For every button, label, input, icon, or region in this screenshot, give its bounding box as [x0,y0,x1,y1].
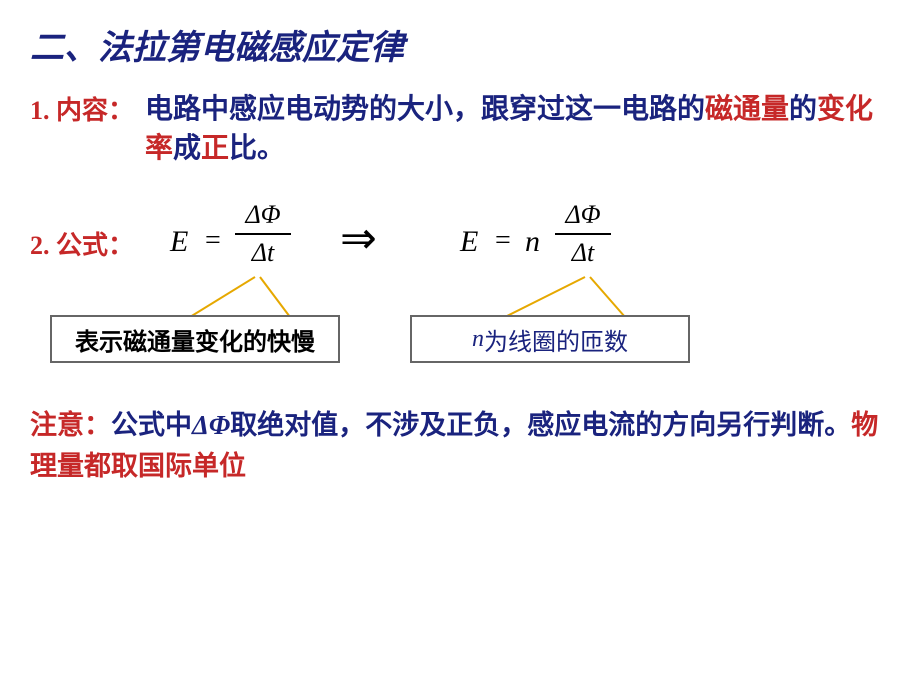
callout2-n: n [472,326,484,353]
implies-arrow: ⇒ [340,213,377,264]
s1-t3: 的 [789,94,817,125]
d1: Δ [245,200,260,229]
formula2-num: ΔΦ [555,200,611,230]
note-text: 注意：公式中ΔΦ取绝对值，不涉及正负，感应电流的方向另行判断。物理量都取国际单位 [30,405,880,486]
d4: Δ [572,238,587,267]
formula2-equals: = [495,225,511,257]
p2: Φ [581,200,601,229]
formula1-num: ΔΦ [235,200,291,230]
callout-left: 表示磁通量变化的快慢 [50,315,340,363]
s1-t1: 电路中感应电动势的大小，跟穿过这一电路的 [145,94,705,125]
formula-area: E = ΔΦ Δt ⇒ E = n ΔΦ Δt [150,195,750,295]
formula2-den: Δt [555,238,611,268]
formula1-fraction: ΔΦ Δt [235,200,291,268]
s1-t7: 比。 [229,133,285,164]
s1-t5: 成 [173,133,201,164]
callout1-text: 表示磁通量变化的快慢 [75,322,315,357]
formula2-fraction: ΔΦ Δt [555,200,611,268]
formula1-bar [235,233,291,235]
section2-label: 2. 公式： [30,225,134,262]
formula2-E: E [460,225,478,259]
formula2-n: n [525,225,540,259]
note-p1: 注意： [30,410,111,440]
p1: Φ [261,200,281,229]
d2: Δ [252,238,267,267]
section1-label: 1. 内容： [30,90,134,127]
formula1-E: E [170,225,188,259]
note-p2: 公式中 [111,410,192,440]
t1: t [267,238,274,267]
formula1-den: Δt [235,238,291,268]
d3: Δ [565,200,580,229]
note-p4: 取绝对值，不涉及正负，感应电流的方向另行判断。 [230,410,851,440]
callout-right: n为线圈的匝数 [410,315,690,363]
s1-t2: 磁通量 [705,94,789,125]
s1-t6: 正 [201,133,229,164]
callout2-rest: 为线圈的匝数 [484,322,628,357]
section1-text: 电路中感应电动势的大小，跟穿过这一电路的磁通量的变化率成正比。 [145,90,885,168]
page-title: 二、法拉第电磁感应定律 [30,20,404,69]
t2: t [587,238,594,267]
formula1-equals: = [205,225,221,257]
note-p3: ΔΦ [192,410,230,440]
formula2-bar [555,233,611,235]
